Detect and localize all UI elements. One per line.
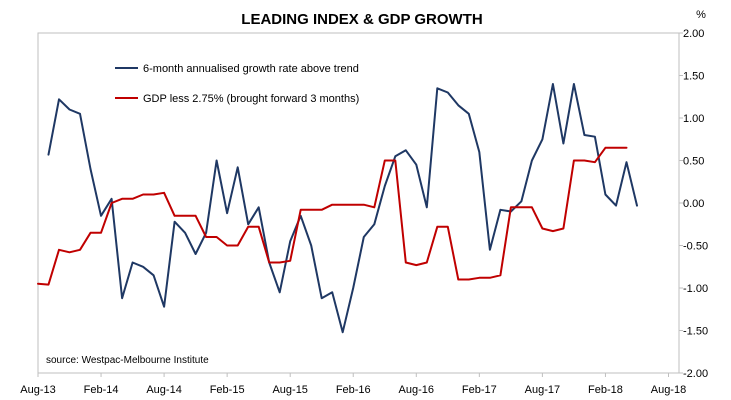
- y-axis-unit: %: [696, 9, 706, 21]
- y-tick-label: -1.50: [683, 326, 708, 338]
- source-note: source: Westpac-Melbourne Institute: [46, 355, 209, 366]
- y-tick-label: 0.50: [683, 156, 704, 168]
- series-line-leading-index: [47, 83, 638, 334]
- x-tick-label: Aug-14: [146, 384, 181, 396]
- x-tick-label: Aug-13: [20, 384, 55, 396]
- chart-title: LEADING INDEX & GDP GROWTH: [241, 11, 482, 28]
- x-tick-label: Feb-16: [336, 384, 371, 396]
- y-tick-label: 0.00: [683, 198, 704, 210]
- x-tick-label: Aug-15: [272, 384, 307, 396]
- y-tick-label: -1.00: [683, 283, 708, 295]
- y-tick-label: 1.00: [683, 113, 704, 125]
- plot-area-border: [37, 32, 680, 374]
- y-tick-label: 1.50: [683, 71, 704, 83]
- legend-label-leading-index: 6-month annualised growth rate above tre…: [143, 63, 359, 75]
- y-tick-label: -0.50: [683, 241, 708, 253]
- x-tick-label: Feb-18: [588, 384, 623, 396]
- x-tick-label: Aug-18: [651, 384, 686, 396]
- legend: 6-month annualised growth rate above tre…: [115, 63, 359, 105]
- x-tick-label: Aug-17: [525, 384, 560, 396]
- x-tick-label: Feb-15: [210, 384, 245, 396]
- series-line-gdp: [37, 146, 628, 286]
- y-tick-label: 2.00: [683, 28, 704, 40]
- y-tick-label: -2.00: [683, 368, 708, 380]
- x-tick-label: Feb-17: [462, 384, 497, 396]
- y-axis: 2.00 1.50 1.00 0.50 0.00 -0.50 -1.00 -1.50 -2.00: [679, 28, 708, 380]
- x-tick-label: Feb-14: [84, 384, 119, 396]
- series-layer: [37, 83, 638, 334]
- x-axis: Aug-13 Feb-14 Aug-14 Feb-15 Aug-15 Feb-16 Aug-…: [20, 373, 686, 396]
- x-tick-label: Aug-16: [399, 384, 434, 396]
- legend-label-gdp: GDP less 2.75% (brought forward 3 months…: [143, 93, 359, 105]
